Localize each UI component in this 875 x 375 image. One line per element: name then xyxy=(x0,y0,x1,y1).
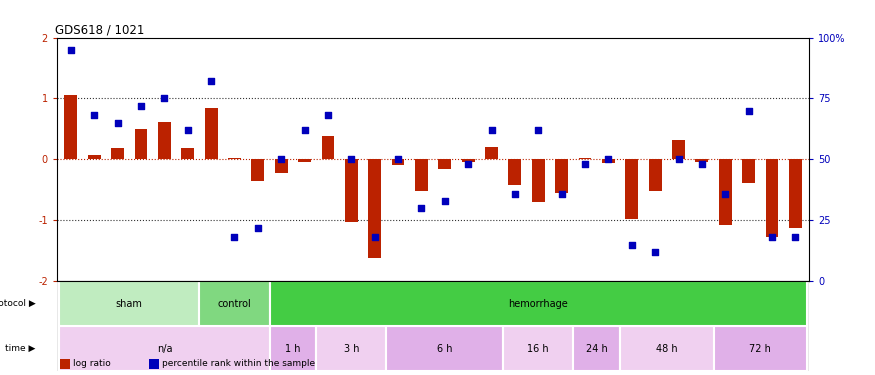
Point xyxy=(601,156,615,162)
Bar xyxy=(316,326,387,371)
Point xyxy=(765,234,779,240)
Bar xyxy=(392,159,404,165)
Bar xyxy=(270,326,316,371)
Text: 3 h: 3 h xyxy=(344,344,359,354)
Text: sham: sham xyxy=(116,299,143,309)
Text: hemorrhage: hemorrhage xyxy=(508,299,568,309)
Bar xyxy=(88,154,101,159)
Text: GDS618 / 1021: GDS618 / 1021 xyxy=(55,23,144,36)
Bar xyxy=(181,148,194,159)
Text: time ▶: time ▶ xyxy=(5,344,36,353)
Point xyxy=(321,112,335,118)
Bar xyxy=(789,159,802,228)
Text: control: control xyxy=(218,299,251,309)
Point xyxy=(531,127,545,133)
Point xyxy=(88,112,102,118)
Point xyxy=(110,120,124,126)
Bar xyxy=(508,159,522,185)
Text: 16 h: 16 h xyxy=(528,344,550,354)
Bar xyxy=(485,147,498,159)
Bar xyxy=(620,326,713,371)
Bar xyxy=(200,281,270,326)
Bar xyxy=(275,159,288,173)
Bar xyxy=(578,158,592,159)
Bar xyxy=(415,159,428,191)
Bar xyxy=(766,159,779,237)
Point xyxy=(788,234,802,240)
Point xyxy=(485,127,499,133)
Bar xyxy=(719,159,732,225)
Point xyxy=(671,156,685,162)
Point xyxy=(695,161,709,167)
Text: 48 h: 48 h xyxy=(656,344,677,354)
Bar xyxy=(626,159,638,219)
Point xyxy=(204,78,218,84)
Bar xyxy=(438,159,452,168)
Point xyxy=(742,108,756,114)
Point xyxy=(555,190,569,196)
Text: 1 h: 1 h xyxy=(285,344,301,354)
Point xyxy=(578,161,592,167)
Point xyxy=(438,198,452,204)
Bar xyxy=(602,159,615,163)
Bar xyxy=(556,159,568,193)
Point xyxy=(345,156,359,162)
Bar xyxy=(648,159,662,191)
Text: 72 h: 72 h xyxy=(749,344,771,354)
Point xyxy=(181,127,195,133)
Bar xyxy=(672,140,685,159)
Point xyxy=(298,127,311,133)
Bar xyxy=(270,281,807,326)
Bar xyxy=(321,136,334,159)
Point xyxy=(64,47,78,53)
Bar xyxy=(503,326,573,371)
Bar xyxy=(135,129,147,159)
Point xyxy=(391,156,405,162)
Point xyxy=(274,156,288,162)
Bar xyxy=(228,158,241,159)
Bar xyxy=(368,159,382,258)
Text: protocol ▶: protocol ▶ xyxy=(0,299,36,308)
Point xyxy=(648,249,662,255)
Bar xyxy=(742,159,755,183)
Bar xyxy=(345,159,358,222)
Bar xyxy=(387,326,503,371)
Bar xyxy=(298,159,311,162)
Text: 24 h: 24 h xyxy=(586,344,607,354)
Point xyxy=(461,161,475,167)
Point xyxy=(251,225,265,231)
Point xyxy=(507,190,522,196)
Bar xyxy=(158,122,171,159)
Bar xyxy=(60,281,200,326)
Bar xyxy=(111,148,124,159)
Bar xyxy=(60,326,270,371)
Bar xyxy=(462,159,474,162)
Point xyxy=(625,242,639,248)
Bar xyxy=(205,108,218,159)
Bar xyxy=(573,326,620,371)
Bar xyxy=(696,159,708,162)
Point xyxy=(134,103,148,109)
Text: percentile rank within the sample: percentile rank within the sample xyxy=(162,359,315,368)
Bar xyxy=(713,326,807,371)
Bar xyxy=(532,159,545,202)
Text: 6 h: 6 h xyxy=(437,344,452,354)
Point xyxy=(718,190,732,196)
Text: n/a: n/a xyxy=(157,344,172,354)
Text: log ratio: log ratio xyxy=(73,359,110,368)
Bar xyxy=(65,95,77,159)
Point xyxy=(228,234,242,240)
Bar xyxy=(251,159,264,181)
Point xyxy=(415,205,429,211)
Point xyxy=(158,96,172,102)
Point xyxy=(368,234,382,240)
